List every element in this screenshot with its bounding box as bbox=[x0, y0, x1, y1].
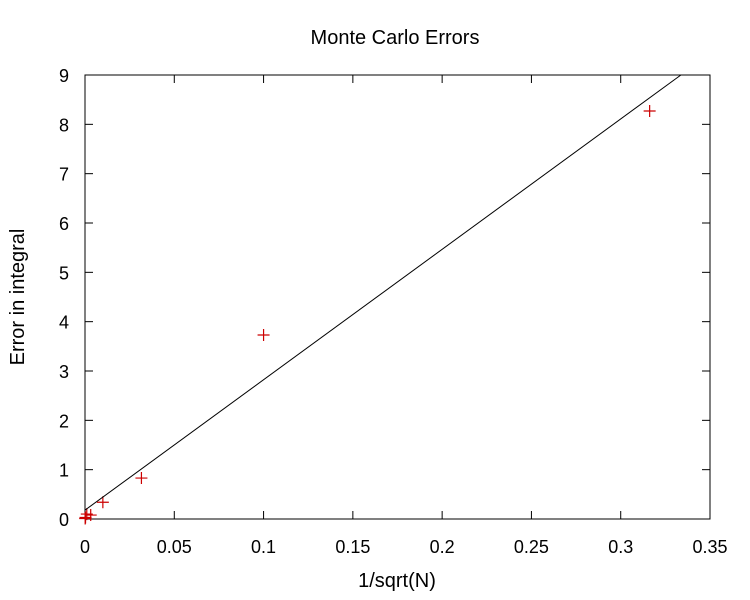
x-tick-label: 0.05 bbox=[157, 537, 192, 557]
chart-title: Monte Carlo Errors bbox=[311, 27, 480, 49]
y-tick-label: 1 bbox=[59, 461, 69, 481]
y-tick-label: 8 bbox=[59, 115, 69, 135]
y-tick-label: 4 bbox=[59, 313, 69, 333]
y-tick-label: 5 bbox=[59, 263, 69, 283]
x-tick-label: 0.1 bbox=[251, 537, 276, 557]
x-tick-label: 0.25 bbox=[514, 537, 549, 557]
y-tick-label: 7 bbox=[59, 165, 69, 185]
x-tick-label: 0 bbox=[80, 537, 90, 557]
y-tick-label: 9 bbox=[59, 66, 69, 86]
data-point bbox=[257, 328, 270, 341]
y-tick-label: 3 bbox=[59, 362, 69, 382]
y-tick-label: 0 bbox=[59, 510, 69, 530]
x-tick-label: 0.3 bbox=[608, 537, 633, 557]
y-tick-label: 2 bbox=[59, 411, 69, 431]
data-point bbox=[79, 512, 92, 525]
y-tick-label: 6 bbox=[59, 214, 69, 234]
plot-area: 0 0.05 0.1 0.15 0.2 0.25 0.3 0.35 0 1 2 3 4 5 6 7 8 9 bbox=[59, 66, 728, 557]
x-tick-label: 0.15 bbox=[335, 537, 370, 557]
fit-line bbox=[84, 74, 682, 511]
x-tick-label: 0.35 bbox=[692, 537, 727, 557]
data-point bbox=[96, 496, 109, 509]
x-tick-label: 0.2 bbox=[430, 537, 455, 557]
x-axis-label: 1/sqrt(N) bbox=[358, 570, 436, 592]
plot-frame bbox=[84, 74, 711, 520]
data-point bbox=[135, 472, 148, 485]
y-axis-label: Error in integral bbox=[7, 229, 29, 366]
data-point bbox=[643, 105, 656, 118]
